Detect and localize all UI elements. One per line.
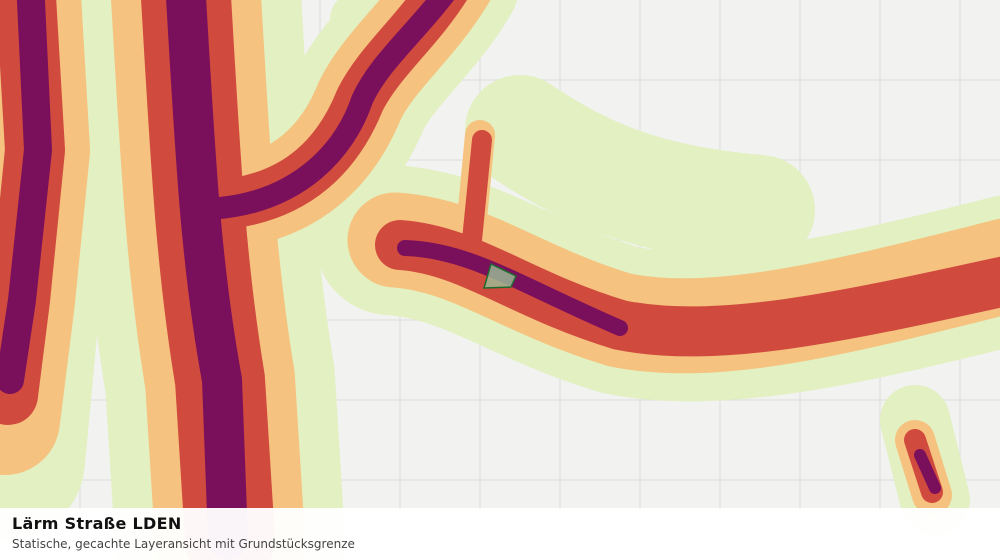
map-subtitle: Statische, gecachte Layeransicht mit Gru…	[12, 537, 355, 551]
map-caption: Lärm Straße LDEN Statische, gecachte Lay…	[0, 508, 1000, 560]
map-title: Lärm Straße LDEN	[12, 514, 182, 533]
parcel-boundary[interactable]	[482, 262, 517, 289]
noise-band-very-high	[0, 0, 941, 560]
